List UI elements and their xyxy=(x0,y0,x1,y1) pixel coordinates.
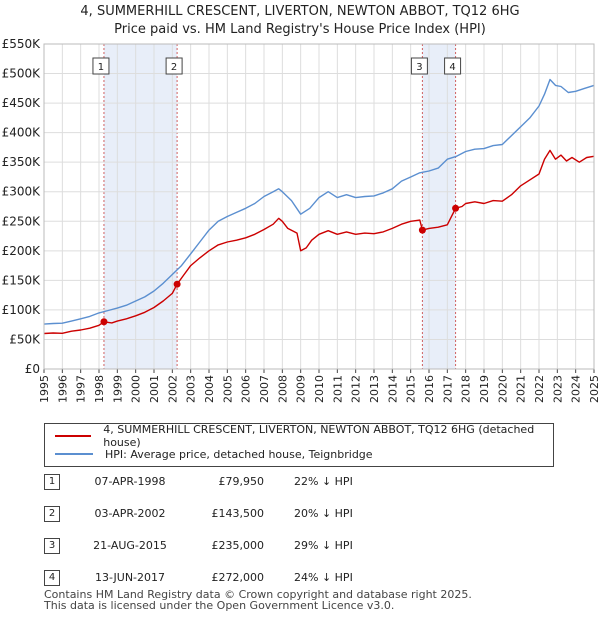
x-tick-label: 2010 xyxy=(313,375,326,403)
sale-row: 1 07-APR-1998 £79,950 22% ↓ HPI xyxy=(44,471,374,491)
y-tick-label: £300K xyxy=(2,185,42,199)
footer-licence: This data is licensed under the Open Gov… xyxy=(44,599,395,612)
x-tick-label: 2017 xyxy=(441,375,454,403)
x-tick-label: 2023 xyxy=(551,375,564,403)
y-tick-label: £100K xyxy=(2,303,42,317)
sale-number-box xyxy=(92,57,110,75)
y-tick-label: £350K xyxy=(2,155,42,169)
sale-price: £79,950 xyxy=(218,475,265,488)
shaded-period xyxy=(422,44,456,369)
x-tick-label: 2003 xyxy=(185,375,198,403)
sale-date: 03-APR-2002 xyxy=(94,507,166,520)
x-tick-label: 2025 xyxy=(588,375,600,403)
shaded-periods xyxy=(103,44,457,369)
x-tick-label: 2004 xyxy=(203,375,216,403)
x-tick-label: 2009 xyxy=(295,375,308,403)
y-tick-label: £150K xyxy=(2,273,42,287)
sale-number-label: 2 xyxy=(171,62,177,73)
sale-price: £143,500 xyxy=(211,507,265,520)
sale-row: 3 21-AUG-2015 £235,000 29% ↓ HPI xyxy=(44,535,374,555)
chart-subtitle: Price paid vs. HM Land Registry's House … xyxy=(114,22,486,37)
x-tick-label: 2019 xyxy=(478,375,491,403)
y-tick-label: £450K xyxy=(2,96,42,110)
sale-hpi-diff: 22% ↓ HPI xyxy=(294,475,353,488)
legend-item-property: 4, SUMMERHILL CRESCENT, LIVERTON, NEWTON… xyxy=(55,423,553,449)
sale-date: 07-APR-1998 xyxy=(94,475,166,488)
series xyxy=(43,78,595,335)
legend-item-hpi: HPI: Average price, detached house, Teig… xyxy=(55,446,373,462)
legend-label-hpi: HPI: Average price, detached house, Teig… xyxy=(105,447,373,461)
x-tick-label: 1996 xyxy=(56,375,69,403)
legend: 4, SUMMERHILL CRESCENT, LIVERTON, NEWTON… xyxy=(44,423,554,467)
x-tick-label: 1999 xyxy=(111,375,124,403)
x-tick-label: 2021 xyxy=(515,375,528,403)
sale-point xyxy=(173,280,181,288)
sale-number-box xyxy=(410,57,428,75)
x-tick-label: 2024 xyxy=(570,375,583,403)
property-price-line xyxy=(43,149,595,335)
legend-swatch-hpi xyxy=(55,453,93,455)
sale-hpi-diff: 29% ↓ HPI xyxy=(294,539,353,552)
x-tick-label: 2005 xyxy=(221,375,234,403)
plot-frame xyxy=(43,43,595,370)
x-tick-label: 2008 xyxy=(276,375,289,403)
x-tick-label: 2007 xyxy=(258,375,271,403)
sale-number-label: 3 xyxy=(416,62,422,73)
x-tick-label: 1998 xyxy=(93,375,106,403)
axes: £0 £50K £100K £150K £200K £250K £300K £350K £400… xyxy=(2,37,600,403)
chart-title: 4, SUMMERHILL CRESCENT, LIVERTON, NEWTON… xyxy=(80,4,520,19)
y-tick-label: £50K xyxy=(9,332,41,346)
legend-swatch-property xyxy=(55,435,92,437)
y-tick-label: £250K xyxy=(2,214,42,228)
sale-point xyxy=(100,318,108,326)
sale-markers: 1 2 3 4 xyxy=(92,57,462,326)
sale-number-box xyxy=(165,57,183,75)
sale-number-label: 1 xyxy=(98,62,104,73)
x-tick-label: 1995 xyxy=(38,375,51,403)
x-tick-label: 2020 xyxy=(496,375,509,403)
sale-number: 1 xyxy=(44,474,60,490)
hpi-line xyxy=(43,78,595,325)
y-tick-label: £200K xyxy=(2,244,42,258)
x-tick-label: 2000 xyxy=(130,375,143,403)
x-tick-label: 2002 xyxy=(166,375,179,403)
y-tick-label: £400K xyxy=(2,126,42,140)
footer: Contains HM Land Registry data © Crown c… xyxy=(44,589,472,611)
x-tick-label: 2013 xyxy=(368,375,381,403)
chart-title-block: 4, SUMMERHILL CRESCENT, LIVERTON, NEWTON… xyxy=(0,3,600,39)
sale-price: £235,000 xyxy=(211,539,265,552)
sale-number: 4 xyxy=(44,570,60,586)
x-tick-label: 2012 xyxy=(350,375,363,403)
x-tick-label: 1997 xyxy=(75,375,88,403)
y-tick-label: £0 xyxy=(25,362,40,376)
sale-hpi-diff: 24% ↓ HPI xyxy=(294,571,353,584)
x-tick-label: 2018 xyxy=(460,375,473,403)
price-chart: 1 2 3 4 £0 £50K £100K £150K £200K £250K £300K £350… xyxy=(2,37,600,403)
sale-hpi-diff: 20% ↓ HPI xyxy=(294,507,353,520)
sale-point xyxy=(452,204,460,212)
x-tick-label: 2015 xyxy=(405,375,418,403)
shaded-period xyxy=(103,44,178,369)
footer-copyright: Contains HM Land Registry data © Crown c… xyxy=(44,588,472,601)
sale-number: 2 xyxy=(44,506,60,522)
x-tick-label: 2011 xyxy=(331,375,344,403)
sale-date: 21-AUG-2015 xyxy=(93,539,167,552)
sale-number-box xyxy=(444,57,462,75)
x-tick-label: 2022 xyxy=(533,375,546,403)
grid xyxy=(43,43,595,370)
y-tick-label: £550K xyxy=(2,37,42,51)
sale-point xyxy=(418,226,426,234)
sale-number-label: 4 xyxy=(449,62,455,73)
sale-row: 4 13-JUN-2017 £272,000 24% ↓ HPI xyxy=(44,567,374,587)
x-tick-label: 2016 xyxy=(423,375,436,403)
x-tick-label: 2001 xyxy=(148,375,161,403)
sale-number: 3 xyxy=(44,538,60,554)
sale-date: 13-JUN-2017 xyxy=(94,571,166,584)
x-tick-label: 2006 xyxy=(240,375,253,403)
legend-label-property: 4, SUMMERHILL CRESCENT, LIVERTON, NEWTON… xyxy=(103,423,535,449)
sale-price: £272,000 xyxy=(211,571,265,584)
sale-row: 2 03-APR-2002 £143,500 20% ↓ HPI xyxy=(44,503,374,523)
y-tick-label: £500K xyxy=(2,67,42,81)
x-tick-label: 2014 xyxy=(386,375,399,403)
